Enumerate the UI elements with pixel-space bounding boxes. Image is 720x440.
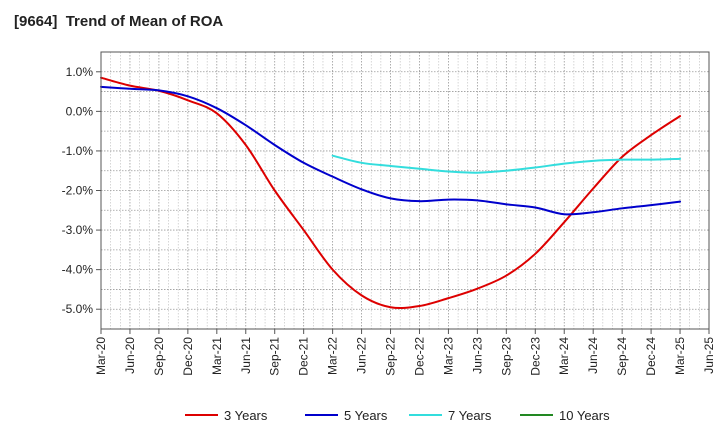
x-axis-ticks: Mar-20 Jun-20 Sep-20 Dec-20 Mar-21 Jun-21 Sep-…: [94, 329, 716, 376]
x-tick-label: Dec-22: [412, 337, 426, 376]
legend-label-3-years: 3 Years: [224, 408, 268, 423]
x-tick-label: Sep-22: [384, 337, 398, 376]
series-line-5-years: [100, 85, 682, 216]
x-tick-label: Mar-21: [210, 337, 224, 375]
series-lines: [100, 76, 682, 310]
y-tick-label: -1.0%: [62, 144, 94, 158]
x-tick-label: Mar-22: [326, 337, 340, 375]
series-line-3-years: [100, 76, 682, 310]
legend-label-7-years: 7 Years: [448, 408, 492, 423]
x-tick-label: Mar-24: [557, 337, 571, 375]
y-tick-label: 1.0%: [66, 65, 94, 79]
y-tick-label: -3.0%: [62, 223, 94, 237]
x-tick-label: Mar-25: [673, 337, 687, 375]
x-tick-label: Mar-23: [441, 337, 455, 375]
y-tick-label: -5.0%: [62, 302, 94, 316]
x-tick-label: Sep-21: [268, 337, 282, 376]
y-tick-label: -4.0%: [62, 263, 94, 277]
y-tick-label: -2.0%: [62, 184, 94, 198]
x-tick-label: Dec-20: [181, 337, 195, 376]
y-axis-ticks: 1.0% 0.0% -1.0% -2.0% -3.0% -4.0% -5.0%: [62, 65, 101, 316]
x-tick-label: Sep-20: [152, 337, 166, 376]
x-tick-label: Mar-20: [94, 337, 108, 375]
x-tick-label: Dec-21: [297, 337, 311, 376]
x-tick-label: Jun-24: [586, 337, 600, 374]
legend-label-10-years: 10 Years: [559, 408, 610, 423]
legend-label-5-years: 5 Years: [344, 408, 388, 423]
x-tick-label: Sep-24: [615, 337, 629, 376]
legend: 3 Years 5 Years 7 Years 10 Years: [185, 408, 610, 423]
x-tick-label: Jun-20: [123, 337, 137, 374]
chart-title: [9664] Trend of Mean of ROA: [14, 13, 224, 30]
y-tick-label: 0.0%: [66, 104, 94, 118]
x-tick-label: Dec-24: [644, 337, 658, 376]
x-tick-label: Dec-23: [528, 337, 542, 376]
x-tick-label: Jun-21: [239, 337, 253, 374]
x-tick-label: Jun-23: [470, 337, 484, 374]
x-tick-label: Jun-25: [702, 337, 716, 374]
x-tick-label: Sep-23: [499, 337, 513, 376]
grid-lines: [101, 52, 709, 329]
x-tick-label: Jun-22: [355, 337, 369, 374]
series-line-7-years: [331, 154, 682, 174]
